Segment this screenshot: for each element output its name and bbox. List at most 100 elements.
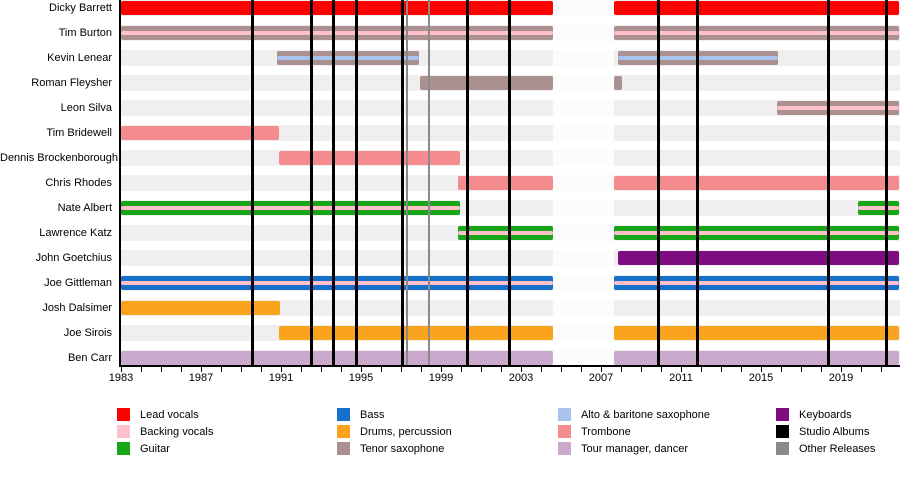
bar-secondary-role-stripe	[858, 206, 899, 210]
member-row-track	[121, 125, 900, 141]
member-row-track	[121, 150, 900, 166]
legend-label: Drums, percussion	[360, 425, 452, 438]
legend-swatch	[558, 408, 571, 421]
legend-swatch	[776, 425, 789, 438]
x-axis-tick	[701, 367, 702, 372]
x-axis-tick-label: 2007	[588, 372, 614, 384]
x-axis-tick	[821, 367, 822, 372]
x-axis-tick	[141, 367, 142, 372]
bar-secondary-role-stripe	[614, 31, 899, 35]
member-row-track	[121, 50, 900, 66]
x-axis-tick	[261, 367, 262, 372]
legend-swatch	[558, 442, 571, 455]
bar-secondary-role-stripe	[121, 206, 460, 210]
legend-item: Keyboards	[776, 408, 875, 421]
x-axis-tick	[441, 367, 442, 372]
x-axis-tick	[801, 367, 802, 372]
member-label: Nate Albert	[57, 202, 112, 214]
member-label: Lawrence Katz	[39, 227, 112, 239]
bar-secondary-role-stripe	[777, 106, 899, 110]
album-line-other	[428, 0, 430, 366]
x-axis-tick	[301, 367, 302, 372]
bar-segment	[121, 1, 553, 15]
x-axis-tick	[521, 367, 522, 372]
bar-segment	[277, 51, 419, 65]
bar-segment	[458, 226, 553, 240]
x-axis-tick-label: 1995	[348, 372, 374, 384]
x-axis-tick-label: 2011	[669, 372, 693, 384]
x-axis-tick	[321, 367, 322, 372]
album-line-studio	[465, 0, 469, 366]
x-axis-tick-label: 1999	[428, 372, 454, 384]
legend-item: Lead vocals	[117, 408, 213, 421]
x-axis-tick-label: 2019	[828, 372, 854, 384]
member-label: Leon Silva	[60, 102, 112, 114]
legend-item: Alto & baritone saxophone	[558, 408, 710, 421]
bar-segment	[618, 251, 899, 265]
x-axis-tick	[461, 367, 462, 372]
x-axis-tick	[221, 367, 222, 372]
legend-swatch	[117, 408, 130, 421]
x-axis-tick	[241, 367, 242, 372]
legend-swatch	[337, 408, 350, 421]
legend-item: Guitar	[117, 442, 213, 455]
legend-label: Tenor saxophone	[360, 442, 445, 455]
member-label: Kevin Lenear	[47, 52, 112, 64]
legend-item: Trombone	[558, 425, 710, 438]
legend-swatch	[117, 442, 130, 455]
album-line-studio	[656, 0, 660, 366]
x-axis-tick	[641, 367, 642, 372]
member-label: John Goetchius	[35, 252, 112, 264]
legend-swatch	[776, 408, 789, 421]
legend-item: Tour manager, dancer	[558, 442, 710, 455]
bar-secondary-role-stripe	[121, 31, 553, 35]
member-label: Josh Dalsimer	[42, 302, 112, 314]
album-line-studio	[695, 0, 699, 366]
member-label: Chris Rhodes	[45, 177, 112, 189]
member-row-track	[121, 300, 900, 316]
x-axis-tick	[621, 367, 622, 372]
legend-column: Lead vocals Backing vocals Guitar	[117, 408, 213, 459]
x-axis-tick	[561, 367, 562, 372]
bar-secondary-role-stripe	[121, 281, 553, 285]
member-label: Joe Gittleman	[44, 277, 112, 289]
x-axis-tick	[541, 367, 542, 372]
legend-item: Bass	[337, 408, 452, 421]
bar-segment	[121, 351, 553, 365]
x-axis-tick-label: 2015	[748, 372, 774, 384]
x-axis-tick-label: 1983	[108, 372, 134, 384]
bar-segment	[279, 326, 553, 340]
member-label: Tim Bridewell	[46, 127, 112, 139]
legend-label: Backing vocals	[140, 425, 214, 438]
x-axis-tick	[181, 367, 182, 372]
member-label: Tim Burton	[58, 27, 112, 39]
x-axis-tick	[601, 367, 602, 372]
x-axis-tick	[781, 367, 782, 372]
bar-segment	[777, 101, 899, 115]
x-axis-tick	[501, 367, 502, 372]
x-axis-tick	[481, 367, 482, 372]
album-line-studio	[507, 0, 511, 366]
x-axis-tick	[661, 367, 662, 372]
x-axis-tick	[121, 367, 122, 372]
x-axis-tick	[681, 367, 682, 372]
legend-item: Drums, percussion	[337, 425, 452, 438]
legend-swatch	[117, 425, 130, 438]
album-line-studio	[884, 0, 888, 366]
legend-label: Lead vocals	[140, 408, 199, 421]
x-axis-tick	[401, 367, 402, 372]
legend-label: Keyboards	[799, 408, 852, 421]
x-axis-tick	[341, 367, 342, 372]
x-axis-tick	[841, 367, 842, 372]
legend-column: Keyboards Studio Albums Other Releases	[776, 408, 875, 459]
x-axis-tick	[761, 367, 762, 372]
legend-swatch	[337, 442, 350, 455]
legend-swatch	[558, 425, 571, 438]
legend-label: Other Releases	[799, 442, 876, 455]
x-axis-line	[119, 365, 900, 367]
album-line-studio	[250, 0, 254, 366]
x-axis-tick	[381, 367, 382, 372]
bar-secondary-role-stripe	[614, 231, 899, 235]
x-axis-tick	[721, 367, 722, 372]
legend-column: Bass Drums, percussion Tenor saxophone	[337, 408, 452, 459]
